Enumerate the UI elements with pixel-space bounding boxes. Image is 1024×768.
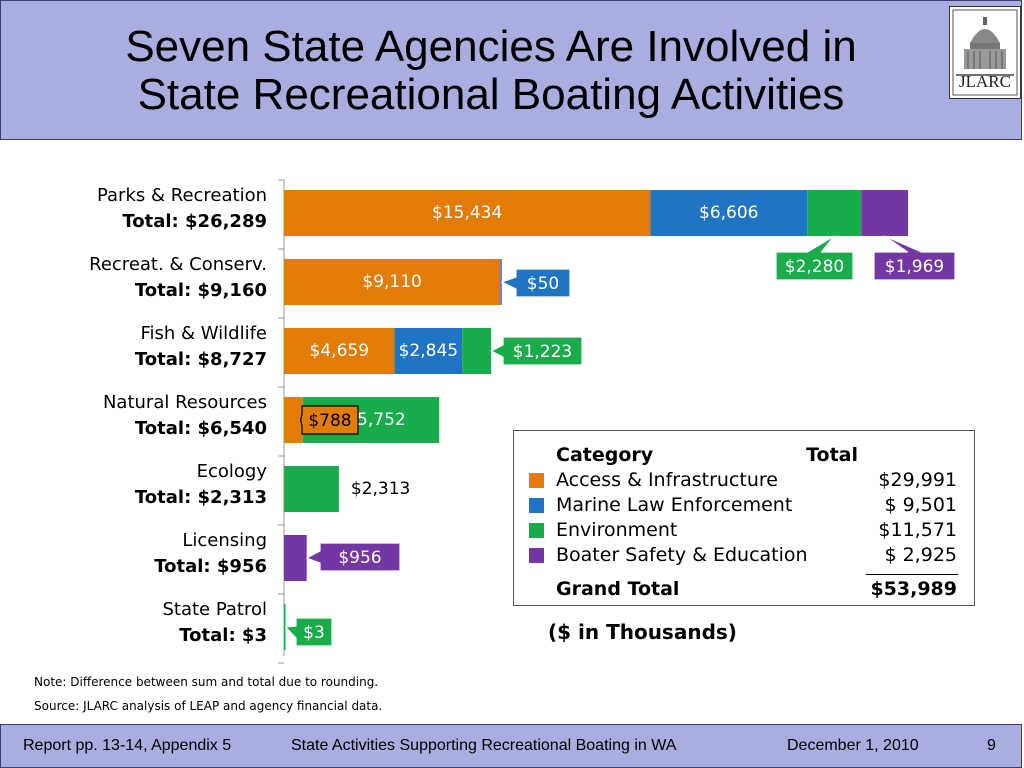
data-label: $956 [338, 548, 381, 568]
capitol-dome-icon [952, 9, 1018, 96]
bar-access [284, 397, 303, 443]
legend-row: Marine Law Enforcement $ 9,501 [514, 493, 974, 518]
bar-marine [394, 328, 463, 374]
agency-label-natural: Natural Resources Total: $6,540 [103, 390, 267, 442]
bar-safety [861, 190, 908, 236]
callout-safety [873, 235, 956, 281]
agency-total: Total: $6,540 [134, 418, 267, 439]
bar-environment [462, 328, 492, 374]
agency-total: Total: $2,313 [134, 487, 267, 508]
legend-row: Boater Safety & Education $ 2,925 [514, 543, 974, 568]
legend-grand-total-row: Grand Total $53,989 [514, 577, 974, 602]
legend-total: $ 2,925 [884, 544, 957, 566]
agency-total: Total: $26,289 [122, 211, 267, 232]
units-label: ($ in Thousands) [548, 620, 737, 644]
agency-total: Total: $8,727 [134, 349, 267, 370]
data-label: $15,434 [432, 203, 502, 223]
callout-marine [501, 268, 571, 298]
callout-environment [490, 336, 583, 366]
legend-category: Boater Safety & Education [556, 544, 808, 566]
agency-label-ecology: Ecology Total: $2,313 [135, 459, 267, 511]
footer-report-ref: Report pp. 13-14, Appendix 5 [23, 737, 232, 754]
data-label: $3 [303, 623, 325, 643]
bar-access [284, 328, 395, 374]
legend-grand-total-label: Grand Total [556, 578, 680, 600]
title-line-1: Seven State Agencies Are Involved in [125, 22, 857, 71]
data-label: $1,223 [513, 342, 572, 362]
bar-environment [284, 466, 339, 512]
legend-swatch-marine [529, 498, 544, 513]
agency-name: Licensing [182, 530, 267, 551]
legend-category: Access & Infrastructure [556, 469, 778, 491]
legend-row: Environment $11,571 [514, 518, 974, 543]
legend-header: Category Total [514, 443, 974, 468]
slide-title: Seven State Agencies Are Involved in Sta… [31, 23, 951, 119]
legend-header-category: Category [556, 444, 654, 466]
data-label: $50 [527, 274, 559, 294]
legend-category: Marine Law Enforcement [556, 494, 793, 516]
agency-label-parks: Parks & Recreation Total: $26,289 [97, 183, 267, 235]
data-label: $1,969 [885, 257, 944, 277]
legend-row: Access & Infrastructure $29,991 [514, 468, 974, 493]
agency-total: Total: $956 [154, 556, 267, 577]
legend-total: $ 9,501 [884, 494, 957, 516]
callout-environment [284, 617, 333, 647]
legend-grand-total: $53,989 [870, 578, 957, 600]
agency-name: State Patrol [162, 599, 267, 620]
agency-name: Ecology [196, 461, 267, 482]
data-label: $6,606 [699, 203, 758, 223]
logo-text: JLARC [959, 72, 1011, 91]
footer-report-title: State Activities Supporting Recreational… [291, 737, 677, 754]
bar-access [284, 259, 501, 305]
agency-name: Parks & Recreation [96, 185, 267, 206]
chart-legend: Category Total Access & Infrastructure $… [513, 430, 975, 606]
agency-name: Recreat. & Conserv. [89, 254, 267, 275]
footer-date: December 1, 2010 [787, 737, 919, 754]
footer-page-number: 9 [987, 737, 996, 754]
agency-total: Total: $3 [179, 625, 267, 646]
agency-name: Natural Resources [102, 392, 267, 413]
callout-environment [775, 235, 854, 281]
callout-access [300, 405, 359, 435]
agency-name: Fish & Wildlife [140, 323, 267, 344]
data-label: $2,280 [785, 257, 844, 277]
legend-swatch-access [529, 473, 544, 488]
bar-safety [284, 535, 307, 581]
title-line-2: State Recreational Boating Activities [137, 70, 845, 119]
agency-label-recreat: Recreat. & Conserv. Total: $9,160 [89, 252, 267, 304]
legend-total: $11,571 [878, 519, 957, 541]
legend-total: $29,991 [878, 469, 957, 491]
callout-safety [306, 542, 401, 572]
bar-access [284, 190, 651, 236]
agency-label-licensing: Licensing Total: $956 [154, 528, 267, 580]
legend-swatch-environment [529, 523, 544, 538]
legend-total-rule [866, 574, 958, 575]
bar-environment [807, 190, 862, 236]
data-label: $2,313 [351, 479, 410, 499]
footer-band: Report pp. 13-14, Appendix 5 State Activ… [0, 724, 1022, 768]
source-note: Source: JLARC analysis of LEAP and agenc… [34, 699, 383, 713]
data-label: $5,752 [346, 410, 405, 430]
agency-label-patrol: State Patrol Total: $3 [162, 597, 267, 649]
data-label: $9,110 [362, 272, 421, 292]
legend-category: Environment [556, 519, 678, 541]
bar-environment [284, 604, 286, 650]
legend-swatch-safety [529, 548, 544, 563]
bar-marine [500, 259, 502, 305]
data-label: $2,845 [399, 341, 458, 361]
agency-label-fish: Fish & Wildlife Total: $8,727 [135, 321, 267, 373]
agency-total: Total: $9,160 [134, 280, 267, 301]
legend-header-total: Total [806, 444, 858, 466]
data-label: $4,659 [310, 341, 369, 361]
rounding-note: Note: Difference between sum and total d… [34, 675, 379, 689]
data-label: $788 [308, 411, 351, 431]
title-band: Seven State Agencies Are Involved in Sta… [0, 0, 1022, 140]
jlarc-logo: JLARC [949, 6, 1021, 99]
bar-marine [650, 190, 808, 236]
